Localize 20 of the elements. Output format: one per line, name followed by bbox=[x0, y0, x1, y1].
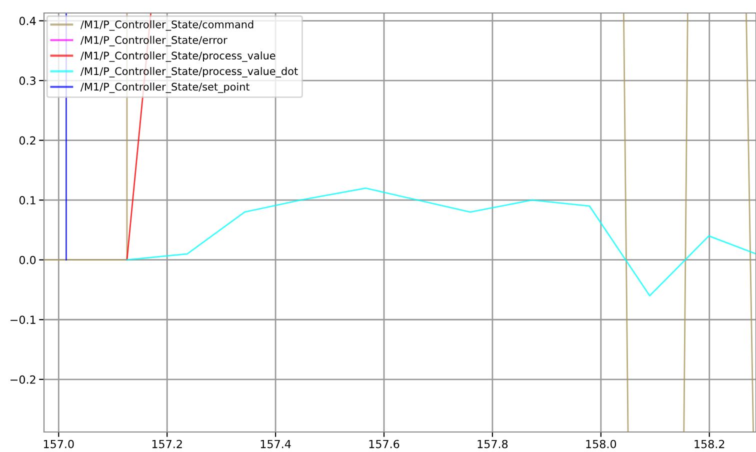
x-tick-label: 157.2 bbox=[152, 440, 182, 448]
y-tick-label: 0.2 bbox=[19, 136, 36, 145]
line-series bbox=[126, 187, 756, 296]
x-tick-label: 158.2 bbox=[694, 440, 724, 448]
y-tick-label: 0.4 bbox=[19, 16, 36, 26]
legend-label: /M1/P_Controller_State/command bbox=[80, 20, 254, 31]
y-tick-label: −0.1 bbox=[10, 316, 36, 324]
x-tick-label: 157.4 bbox=[260, 440, 291, 448]
x-tick-label: 158.0 bbox=[586, 440, 616, 448]
x-tick-label: 157.0 bbox=[44, 440, 74, 448]
y-tick-label: −0.2 bbox=[10, 375, 36, 384]
y-tick-label: 0.1 bbox=[19, 196, 36, 204]
y-tick-label: 0.3 bbox=[19, 76, 36, 85]
x-tick-label: 157.6 bbox=[369, 440, 400, 448]
legend-label: /M1/P_Controller_State/set_point bbox=[80, 82, 250, 93]
x-tick-label: 157.8 bbox=[478, 440, 508, 448]
legend-label: /M1/P_Controller_State/process_value_dot bbox=[80, 67, 298, 78]
y-tick-label: 0.0 bbox=[19, 256, 36, 264]
legend-label: /M1/P_Controller_State/error bbox=[80, 36, 228, 46]
legend-label: /M1/P_Controller_State/process_value bbox=[80, 51, 276, 62]
